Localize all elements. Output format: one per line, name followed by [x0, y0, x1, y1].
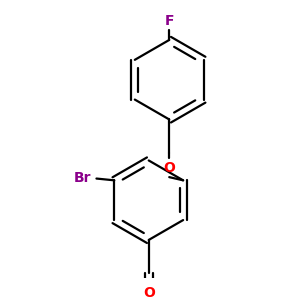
Text: Br: Br [74, 171, 91, 185]
Text: O: O [143, 286, 155, 299]
Text: F: F [164, 14, 174, 28]
Text: O: O [163, 160, 175, 175]
